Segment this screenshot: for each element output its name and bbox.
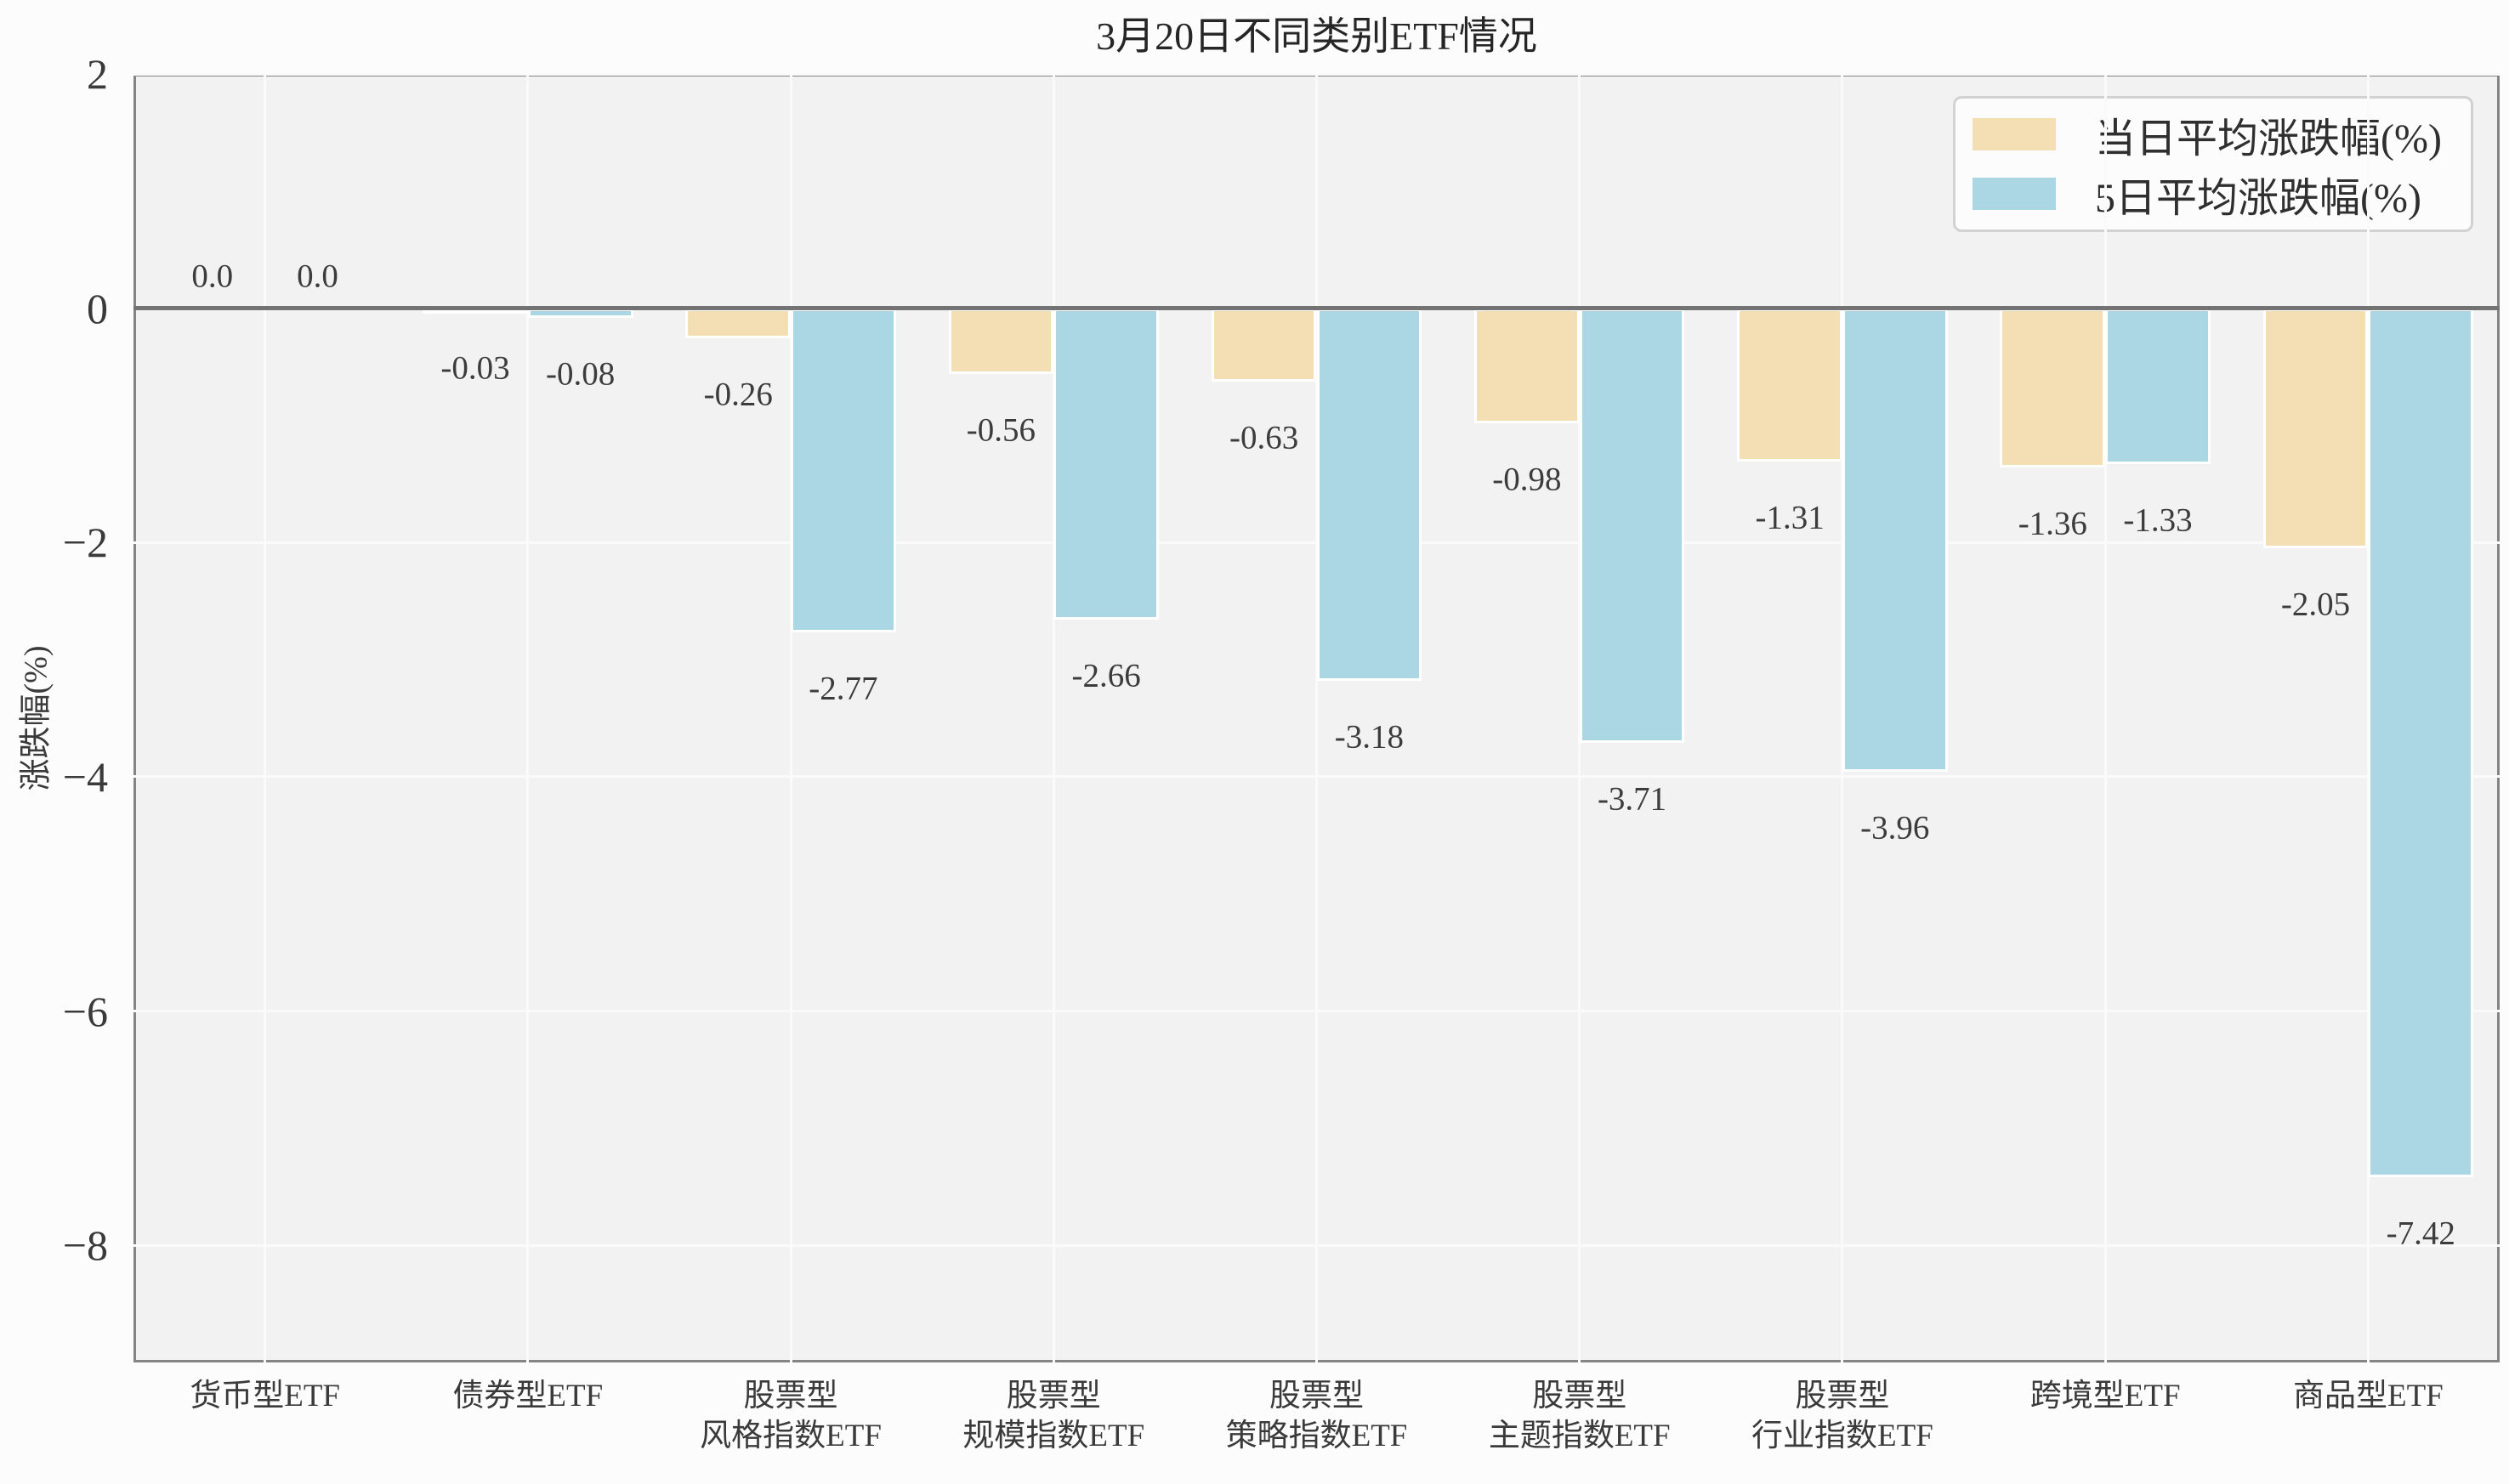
y-tick-label: 0 <box>87 284 108 332</box>
legend-swatch-daily <box>1973 117 2056 150</box>
x-tick-line: 债券型ETF <box>452 1379 604 1413</box>
bar-5day <box>2368 308 2474 1178</box>
x-tick-line: 主题指数ETF <box>1488 1419 1671 1453</box>
bar-value-label: -0.03 <box>440 349 510 387</box>
bar-value-label: -0.56 <box>966 411 1036 449</box>
bar-value-label: -0.26 <box>703 376 773 413</box>
bar-5day <box>1053 308 1159 620</box>
bar-value-label: 0.0 <box>297 258 338 295</box>
bar-daily <box>1737 308 1842 462</box>
bar-daily <box>1474 308 1580 423</box>
x-tick-line: 策略指数ETF <box>1225 1419 1408 1453</box>
legend-swatch-5day <box>1973 178 2056 211</box>
bar-value-label: -2.77 <box>809 670 878 707</box>
bar-value-label: -0.63 <box>1229 419 1299 456</box>
x-tick-label: 债券型ETF <box>396 1376 659 1416</box>
zero-line <box>133 306 2500 311</box>
bar-value-label: -7.42 <box>2386 1215 2455 1252</box>
x-tick-line: 股票型 <box>1532 1379 1627 1413</box>
x-tick-label: 跨境型ETF <box>1974 1376 2237 1416</box>
y-tick-label: −8 <box>62 1221 108 1270</box>
bar-5day <box>2105 308 2211 464</box>
vertical-gridline <box>789 74 792 1362</box>
bar-value-label: -0.08 <box>546 355 616 393</box>
bar-5day <box>791 308 896 633</box>
x-tick-line: 股票型 <box>1795 1379 1890 1413</box>
bar-daily <box>685 308 792 339</box>
x-tick-line: 风格指数ETF <box>700 1419 882 1453</box>
legend-item-5day: 5日平均涨跌幅(%) <box>1973 164 2454 224</box>
x-tick-line: 股票型 <box>743 1379 838 1413</box>
vertical-gridline <box>526 74 530 1362</box>
horizontal-gridline <box>133 1243 2500 1247</box>
x-tick-label: 货币型ETF <box>133 1376 396 1416</box>
bar-value-label: -3.18 <box>1334 718 1404 756</box>
x-tick-label: 股票型规模指数ETF <box>922 1376 1185 1456</box>
bar-5day <box>1316 308 1422 681</box>
horizontal-gridline <box>133 1010 2500 1013</box>
bar-daily <box>948 308 1054 374</box>
x-tick-line: 商品型ETF <box>2292 1379 2444 1413</box>
chart-title: 3月20日不同类别ETF情况 <box>1096 14 1537 58</box>
bar-value-label: -2.66 <box>1071 657 1141 694</box>
y-tick-label: 2 <box>87 50 108 98</box>
bar-value-label: 0.0 <box>191 258 234 295</box>
x-tick-line: 股票型 <box>1269 1379 1364 1413</box>
x-tick-line: 货币型ETF <box>190 1379 340 1413</box>
bar-daily <box>1211 308 1317 382</box>
bar-5day <box>1842 308 1948 773</box>
horizontal-gridline <box>133 775 2500 779</box>
bar-daily <box>2262 308 2369 549</box>
y-tick-label: −6 <box>62 987 108 1035</box>
bar-daily <box>2000 308 2106 468</box>
vertical-gridline <box>2103 74 2107 1362</box>
legend-item-daily: 当日平均涨跌幅(%) <box>1973 105 2454 164</box>
bar-value-label: -1.36 <box>2018 505 2087 542</box>
x-tick-line: 股票型 <box>1006 1379 1101 1413</box>
y-tick-label: −4 <box>62 752 108 801</box>
legend-label-daily: 当日平均涨跌幅(%) <box>2095 116 2442 161</box>
bar-value-label: -3.71 <box>1597 780 1667 818</box>
x-tick-line: 行业指数ETF <box>1751 1419 1933 1453</box>
x-tick-label: 股票型主题指数ETF <box>1448 1376 1711 1456</box>
x-tick-label: 股票型策略指数ETF <box>1185 1376 1448 1456</box>
legend-label-5day: 5日平均涨跌幅(%) <box>2095 176 2421 222</box>
x-tick-label: 股票型行业指数ETF <box>1711 1376 1973 1456</box>
bar-value-label: -2.05 <box>2280 586 2351 623</box>
bar-value-label: -1.33 <box>2123 501 2193 539</box>
x-tick-label: 商品型ETF <box>2237 1376 2500 1416</box>
bar-value-label: -0.98 <box>1492 461 1562 498</box>
vertical-gridline <box>264 74 267 1362</box>
bar-value-label: -3.96 <box>1860 809 1930 847</box>
vertical-gridline <box>1052 74 1055 1362</box>
bar-5day <box>1579 308 1685 743</box>
x-tick-label: 股票型风格指数ETF <box>659 1376 922 1456</box>
vertical-gridline <box>1315 74 1318 1362</box>
x-tick-line: 跨境型ETF <box>2029 1379 2181 1413</box>
y-tick-label: −2 <box>62 518 108 567</box>
horizontal-gridline <box>133 72 2500 76</box>
bar-value-label: -1.31 <box>1755 499 1825 536</box>
x-tick-line: 规模指数ETF <box>962 1419 1145 1453</box>
legend: 当日平均涨跌幅(%) 5日平均涨跌幅(%) <box>1953 96 2473 232</box>
